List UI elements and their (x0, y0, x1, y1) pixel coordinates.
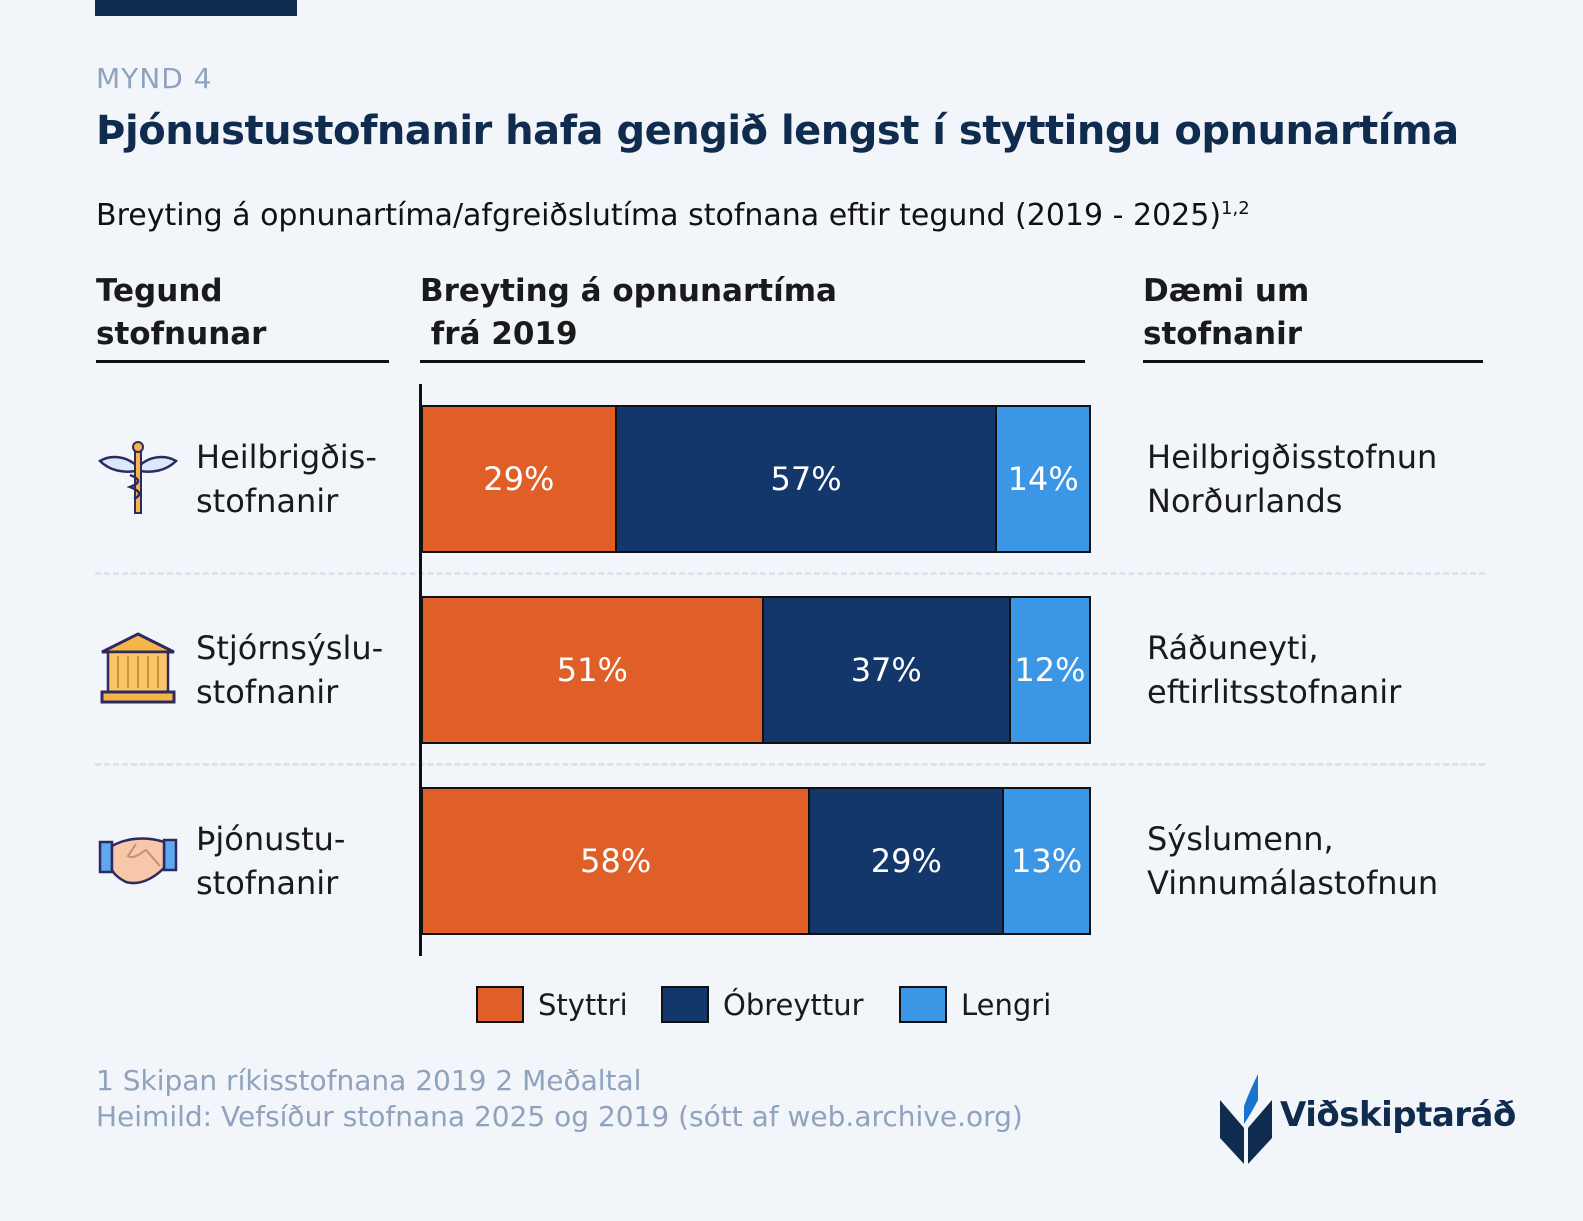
figure-label: MYND 4 (96, 62, 213, 95)
data-label: 58% (580, 842, 652, 880)
data-label: 13% (1011, 842, 1083, 880)
top-accent-bar (95, 0, 297, 16)
legend-swatch (899, 986, 947, 1023)
chart-title: Þjónustustofnanir hafa gengið lengst í s… (96, 108, 1459, 154)
row-divider (95, 572, 1485, 575)
footnotes: 1 Skipan ríkisstofnana 2019 2 Meðaltal (96, 1064, 642, 1097)
legend-label: Óbreyttur (723, 987, 864, 1022)
column-header-examples: Dæmi um stofnanir (1143, 270, 1483, 363)
data-label: 29% (483, 460, 555, 498)
category-label: Heilbrigðis- stofnanir (196, 438, 377, 520)
bar-segment-styttri: 29% (421, 405, 617, 553)
category-label: Stjórnsýslu- stofnanir (196, 629, 384, 711)
legend-item-obreyttur: Óbreyttur (661, 986, 864, 1023)
data-label: 51% (556, 651, 628, 689)
government-building-icon (100, 632, 176, 704)
data-label: 37% (850, 651, 922, 689)
source-note: Heimild: Vefsíður stofnana 2025 og 2019 … (96, 1100, 1023, 1133)
example-label: Sýslumenn, Vinnumálastofnun (1147, 820, 1439, 902)
legend-item-lengri: Lengri (899, 986, 1051, 1023)
legend-item-styttri: Styttri (476, 986, 628, 1023)
category-label: Þjónustu- stofnanir (196, 820, 346, 902)
example-label: Ráðuneyti, eftirlitsstofnanir (1147, 629, 1402, 711)
data-label: 29% (870, 842, 942, 880)
bar-segment-styttri: 51% (421, 596, 764, 744)
data-label: 14% (1007, 460, 1079, 498)
legend-swatch (476, 986, 524, 1023)
row-divider (95, 763, 1485, 766)
chart-axis-line (419, 384, 422, 956)
column-header-change: Breyting á opnunartíma frá 2019 (420, 270, 1085, 363)
bar-segment-lengri: 14% (995, 405, 1091, 553)
data-label: 12% (1014, 651, 1086, 689)
subtitle-text: Breyting á opnunartíma/afgreiðslutíma st… (96, 198, 1222, 233)
bar-segment-óbreyttur: 37% (761, 596, 1011, 744)
legend-label: Styttri (538, 987, 628, 1022)
bar-segment-óbreyttur: 29% (808, 787, 1005, 935)
logo-text: Viðskiptaráð (1280, 1095, 1516, 1135)
handshake-icon (98, 837, 178, 885)
column-header-type: Tegund stofnunar (96, 270, 389, 363)
bar-segment-styttri: 58% (421, 787, 811, 935)
vidskiptarad-logo-icon (1220, 1074, 1272, 1164)
bar-segment-lengri: 12% (1008, 596, 1091, 744)
legend-label: Lengri (961, 987, 1052, 1022)
chart-subtitle: Breyting á opnunartíma/afgreiðslutíma st… (96, 198, 1250, 233)
bar-segment-óbreyttur: 57% (614, 405, 998, 553)
subtitle-footnote-ref: 1,2 (1221, 198, 1250, 219)
example-label: Heilbrigðisstofnun Norðurlands (1147, 438, 1438, 520)
data-label: 57% (770, 460, 842, 498)
caduceus-icon (97, 441, 179, 514)
bar-segment-lengri: 13% (1002, 787, 1091, 935)
legend-swatch (661, 986, 709, 1023)
